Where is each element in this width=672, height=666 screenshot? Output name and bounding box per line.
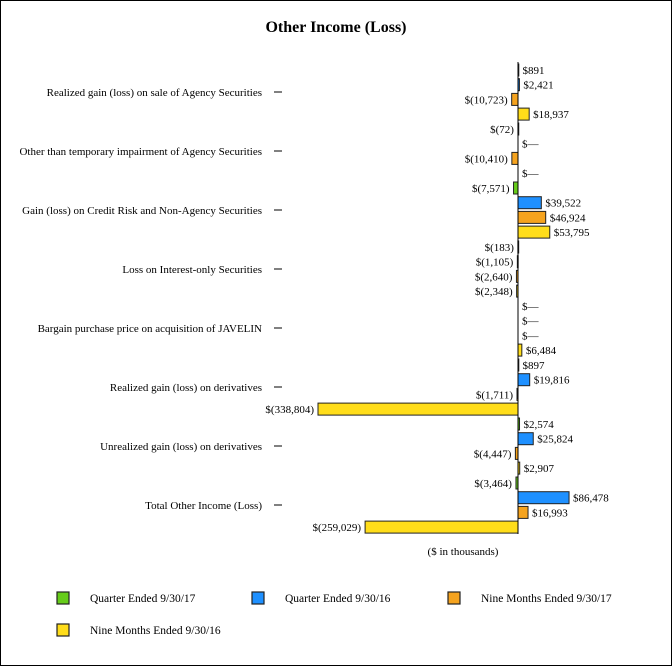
legend-swatch (447, 591, 461, 605)
category-label: Total Other Income (Loss) (145, 500, 262, 512)
legend-item: Nine Months Ended 9/30/17 (447, 591, 612, 605)
bar (517, 210, 547, 224)
category-label: Realized gain (loss) on sale of Agency S… (47, 87, 262, 99)
data-label: $— (522, 330, 540, 342)
data-label: $(1,711) (476, 389, 514, 401)
category-label: Unrealized gain (loss) on derivatives (100, 441, 262, 453)
bar (511, 151, 519, 165)
data-label: $897 (523, 360, 546, 372)
data-label: $891 (523, 65, 545, 77)
legend-label: Nine Months Ended 9/30/16 (90, 625, 221, 637)
bar (517, 373, 531, 387)
x-axis-label: ($ in thousands) (428, 546, 499, 558)
data-label: $2,421 (523, 80, 553, 92)
bar (517, 491, 570, 505)
legend-item: Quarter Ended 9/30/16 (251, 591, 391, 605)
data-label: $(10,410) (465, 153, 508, 165)
data-label: $(4,447) (474, 448, 512, 460)
data-label: $2,907 (524, 463, 555, 475)
data-label: $— (522, 168, 540, 180)
chart-title: Other Income (Loss) (265, 19, 406, 36)
bar (364, 520, 519, 534)
legend-label: Quarter Ended 9/30/16 (285, 593, 391, 605)
category-label: Realized gain (loss) on derivatives (110, 382, 262, 394)
category-label: Other than temporary impairment of Agenc… (19, 146, 262, 158)
data-label: $6,484 (526, 345, 557, 357)
bar (317, 402, 519, 416)
data-label: $16,993 (532, 507, 568, 519)
category-label: Gain (loss) on Credit Risk and Non-Agenc… (22, 205, 262, 217)
legend-label: Quarter Ended 9/30/17 (90, 593, 196, 605)
data-label: $(2,640) (475, 271, 513, 283)
category-label: Bargain purchase price on acquisition of… (38, 323, 262, 335)
data-label: $(1,105) (476, 257, 514, 269)
legend-swatch (251, 591, 265, 605)
data-label: $(2,348) (475, 286, 513, 298)
data-label: $53,795 (554, 227, 590, 239)
data-label: $— (522, 301, 540, 313)
data-label: $18,937 (533, 109, 569, 121)
data-label: $86,478 (573, 493, 609, 505)
data-label: $— (522, 316, 540, 328)
bar (517, 343, 523, 357)
data-label: $2,574 (524, 419, 555, 431)
data-label: $46,924 (550, 212, 586, 224)
data-label: $(183) (485, 242, 515, 254)
legend-item: Quarter Ended 9/30/17 (56, 591, 196, 605)
bar (511, 92, 519, 106)
bar (517, 432, 534, 446)
data-label: $(10,723) (465, 94, 508, 106)
bar (517, 225, 551, 239)
data-label: $39,522 (545, 198, 581, 210)
legend-label: Nine Months Ended 9/30/17 (481, 593, 612, 605)
data-label: $(72) (490, 124, 514, 136)
data-label: $(7,571) (472, 183, 510, 195)
bar (513, 181, 519, 195)
legend-item: Nine Months Ended 9/30/16 (56, 623, 221, 637)
bar (517, 196, 542, 210)
bar (517, 107, 530, 121)
data-label: $(338,804) (265, 404, 314, 416)
legend-swatch (56, 623, 70, 637)
data-label: $— (522, 139, 540, 151)
data-label: $(3,464) (474, 478, 512, 490)
data-label: $(259,029) (313, 522, 362, 534)
data-label: $19,816 (534, 375, 570, 387)
category-label: Loss on Interest-only Securities (122, 264, 262, 276)
legend-swatch (56, 591, 70, 605)
data-label: $25,824 (537, 434, 573, 446)
bar (517, 505, 529, 519)
